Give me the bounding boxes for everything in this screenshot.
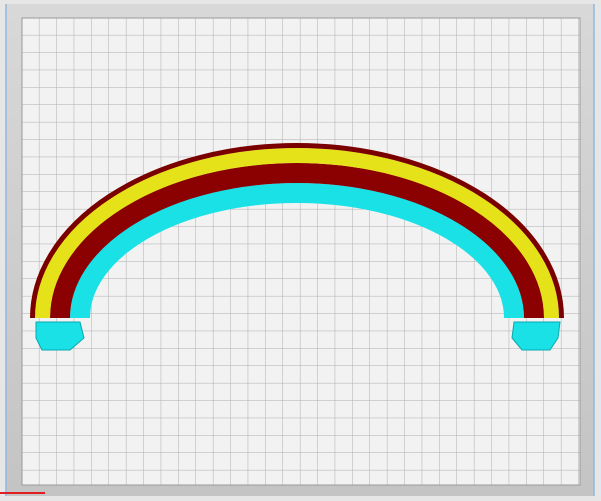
inner-wall: [50, 163, 544, 319]
skirt-layer: [70, 183, 524, 319]
model-feet: [35, 321, 561, 351]
right-foot: [511, 321, 561, 351]
outer-wall: [30, 143, 564, 319]
left-foot: [35, 321, 85, 351]
sliced-model: [30, 143, 564, 319]
infill-layer: [35, 148, 559, 319]
